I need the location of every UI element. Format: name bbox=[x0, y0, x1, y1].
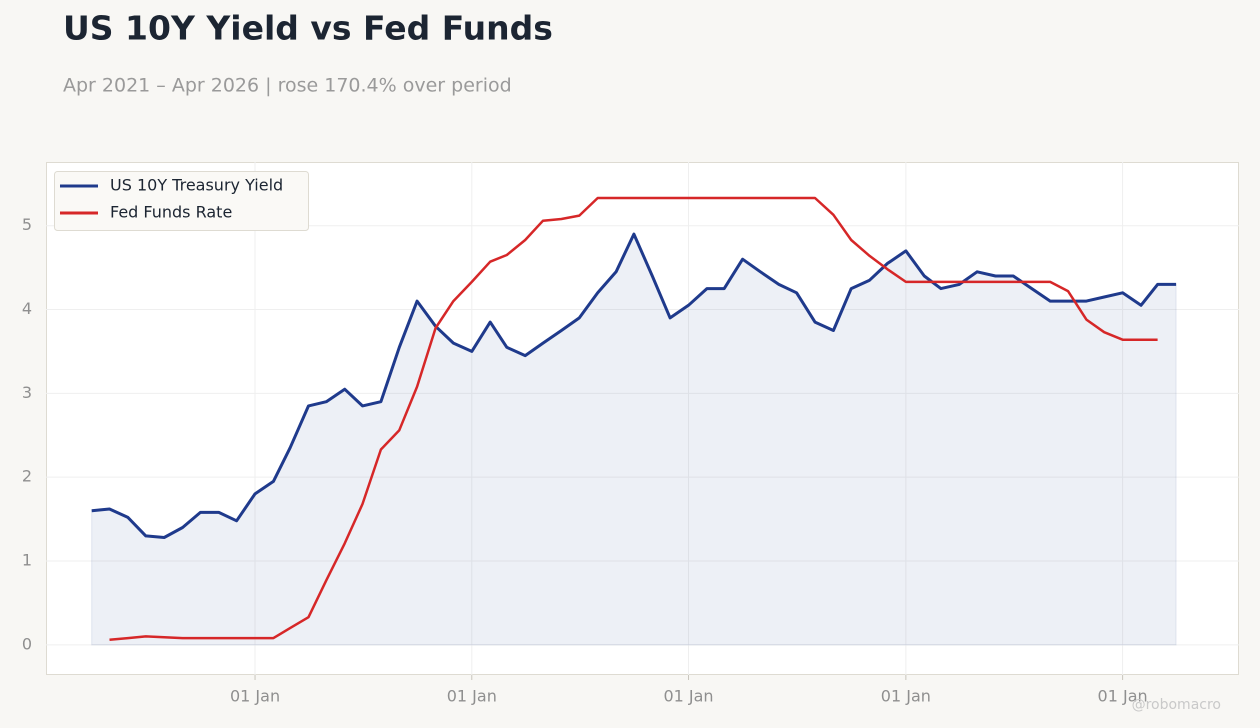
x-tick-label: 01 Jan bbox=[230, 687, 280, 706]
x-tick-label: 01 Jan bbox=[447, 687, 497, 706]
y-tick-label: 2 bbox=[22, 467, 32, 486]
x-tick-label: 01 Jan bbox=[881, 687, 931, 706]
y-tick-label: 4 bbox=[22, 299, 32, 318]
y-tick-label: 3 bbox=[22, 383, 32, 402]
chart-subtitle: Apr 2021 – Apr 2026 | rose 170.4% over p… bbox=[63, 75, 512, 97]
plot-area bbox=[46, 162, 1239, 675]
watermark: @robomacro bbox=[1132, 697, 1221, 713]
legend-label: US 10Y Treasury Yield bbox=[110, 176, 283, 195]
x-tick-label: 01 Jan bbox=[663, 687, 713, 706]
legend-label: Fed Funds Rate bbox=[110, 203, 232, 222]
y-tick-label: 0 bbox=[22, 634, 32, 653]
chart-title: US 10Y Yield vs Fed Funds bbox=[63, 9, 553, 48]
y-tick-label: 1 bbox=[22, 551, 32, 570]
legend-box bbox=[54, 171, 309, 231]
line bbox=[109, 196, 1158, 642]
line bbox=[91, 232, 1177, 539]
y-tick-label: 5 bbox=[22, 215, 32, 234]
plot: 0 1 2 3 4 5 01 Jan 01 Jan 01 Jan 01 Jan 01 Jan US 1… bbox=[22, 162, 1239, 706]
x-tick-label: 01 Jan bbox=[1098, 687, 1148, 706]
